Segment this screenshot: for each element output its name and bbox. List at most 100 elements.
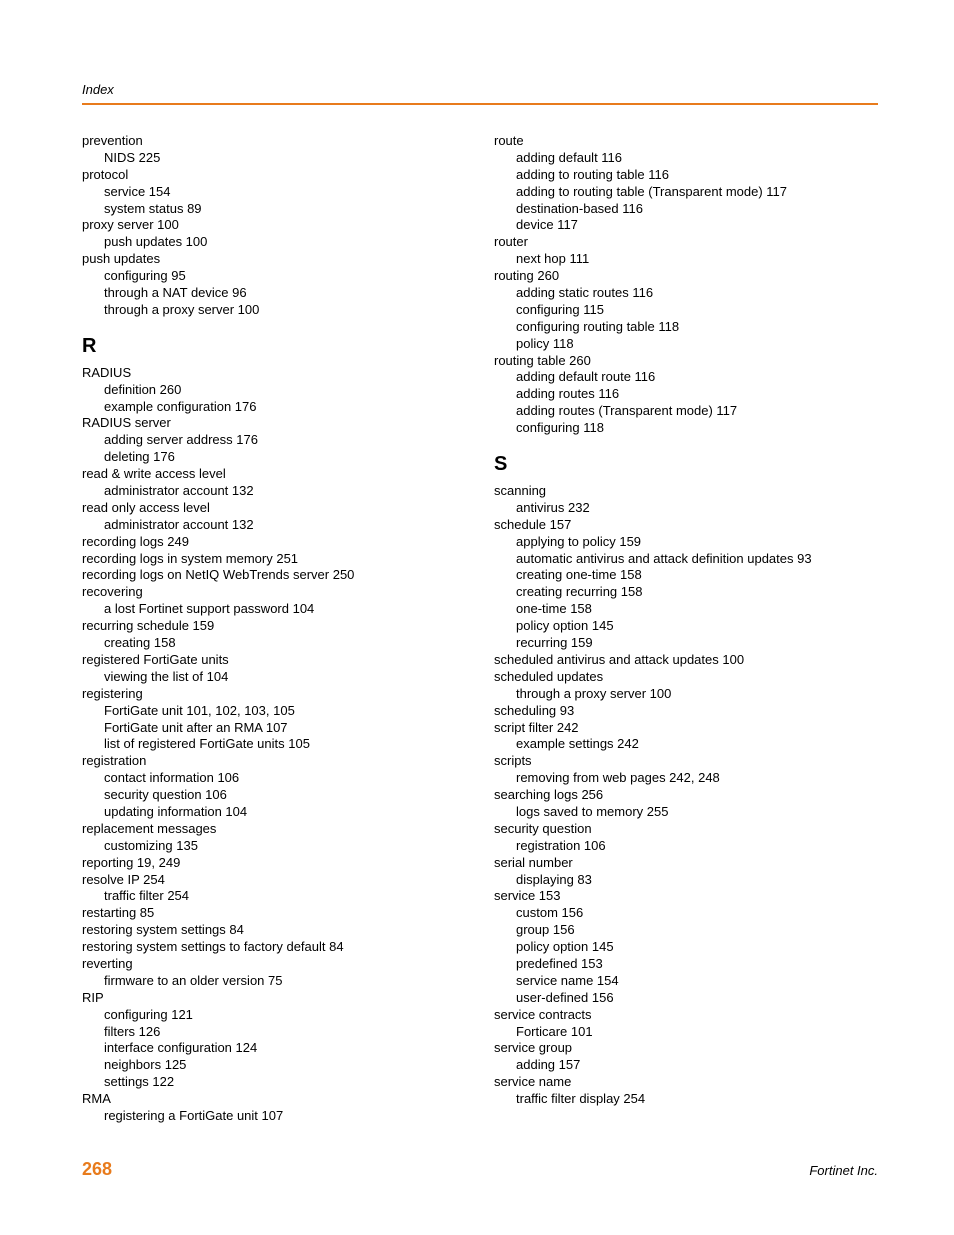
index-entry: router: [494, 234, 878, 251]
index-subentry: antivirus 232: [494, 500, 878, 517]
index-entry: restarting 85: [82, 905, 466, 922]
index-subentry: service 154: [82, 184, 466, 201]
index-entry: recovering: [82, 584, 466, 601]
index-subentry: FortiGate unit 101, 102, 103, 105: [82, 703, 466, 720]
index-subentry: adding routes (Transparent mode) 117: [494, 403, 878, 420]
index-subentry: automatic antivirus and attack definitio…: [494, 551, 878, 568]
index-subentry: configuring 121: [82, 1007, 466, 1024]
index-subentry: Forticare 101: [494, 1024, 878, 1041]
left-column: preventionNIDS 225protocolservice 154sys…: [82, 133, 466, 1125]
index-subentry: updating information 104: [82, 804, 466, 821]
header-rule: [82, 103, 878, 105]
index-subentry: through a proxy server 100: [494, 686, 878, 703]
page-number: 268: [82, 1159, 112, 1180]
index-entry: recording logs on NetIQ WebTrends server…: [82, 567, 466, 584]
index-subentry: adding default route 116: [494, 369, 878, 386]
index-subentry: customizing 135: [82, 838, 466, 855]
index-subentry: traffic filter display 254: [494, 1091, 878, 1108]
section-letter: R: [82, 333, 466, 359]
index-entry: service contracts: [494, 1007, 878, 1024]
index-subentry: deleting 176: [82, 449, 466, 466]
index-subentry: system status 89: [82, 201, 466, 218]
index-subentry: group 156: [494, 922, 878, 939]
index-entry: push updates: [82, 251, 466, 268]
index-subentry: push updates 100: [82, 234, 466, 251]
index-subentry: contact information 106: [82, 770, 466, 787]
index-subentry: example configuration 176: [82, 399, 466, 416]
right-column: routeadding default 116adding to routing…: [494, 133, 878, 1125]
index-subentry: configuring routing table 118: [494, 319, 878, 336]
index-subentry: creating one-time 158: [494, 567, 878, 584]
index-subentry: policy 118: [494, 336, 878, 353]
index-subentry: through a proxy server 100: [82, 302, 466, 319]
footer: 268 Fortinet Inc.: [82, 1159, 878, 1180]
index-subentry: adding to routing table 116: [494, 167, 878, 184]
index-subentry: administrator account 132: [82, 483, 466, 500]
index-entry: schedule 157: [494, 517, 878, 534]
index-entry: RIP: [82, 990, 466, 1007]
index-entry: RADIUS server: [82, 415, 466, 432]
index-subentry: destination-based 116: [494, 201, 878, 218]
index-entry: prevention: [82, 133, 466, 150]
index-subentry: creating 158: [82, 635, 466, 652]
index-entry: service 153: [494, 888, 878, 905]
index-entry: recording logs in system memory 251: [82, 551, 466, 568]
index-entry: scheduling 93: [494, 703, 878, 720]
index-entry: service group: [494, 1040, 878, 1057]
index-entry: serial number: [494, 855, 878, 872]
index-subentry: configuring 95: [82, 268, 466, 285]
index-subentry: filters 126: [82, 1024, 466, 1041]
index-subentry: applying to policy 159: [494, 534, 878, 551]
index-entry: recording logs 249: [82, 534, 466, 551]
index-subentry: removing from web pages 242, 248: [494, 770, 878, 787]
index-subentry: user-defined 156: [494, 990, 878, 1007]
index-subentry: predefined 153: [494, 956, 878, 973]
index-subentry: security question 106: [82, 787, 466, 804]
index-entry: route: [494, 133, 878, 150]
index-entry: script filter 242: [494, 720, 878, 737]
index-subentry: service name 154: [494, 973, 878, 990]
index-entry: registering: [82, 686, 466, 703]
index-entry: registered FortiGate units: [82, 652, 466, 669]
index-entry: scheduled updates: [494, 669, 878, 686]
company-name: Fortinet Inc.: [809, 1163, 878, 1178]
index-subentry: displaying 83: [494, 872, 878, 889]
index-subentry: registration 106: [494, 838, 878, 855]
index-entry: reverting: [82, 956, 466, 973]
index-entry: RMA: [82, 1091, 466, 1108]
page: Index preventionNIDS 225protocolservice …: [0, 0, 954, 1220]
index-subentry: definition 260: [82, 382, 466, 399]
index-subentry: registering a FortiGate unit 107: [82, 1108, 466, 1125]
index-entry: read & write access level: [82, 466, 466, 483]
index-entry: routing 260: [494, 268, 878, 285]
index-subentry: adding routes 116: [494, 386, 878, 403]
index-subentry: NIDS 225: [82, 150, 466, 167]
index-entry: restoring system settings to factory def…: [82, 939, 466, 956]
index-entry: searching logs 256: [494, 787, 878, 804]
index-subentry: firmware to an older version 75: [82, 973, 466, 990]
index-subentry: administrator account 132: [82, 517, 466, 534]
index-subentry: creating recurring 158: [494, 584, 878, 601]
index-subentry: neighbors 125: [82, 1057, 466, 1074]
index-subentry: custom 156: [494, 905, 878, 922]
index-subentry: recurring 159: [494, 635, 878, 652]
index-entry: service name: [494, 1074, 878, 1091]
index-entry: restoring system settings 84: [82, 922, 466, 939]
index-subentry: adding 157: [494, 1057, 878, 1074]
index-subentry: one-time 158: [494, 601, 878, 618]
index-subentry: policy option 145: [494, 939, 878, 956]
index-subentry: configuring 118: [494, 420, 878, 437]
index-entry: scripts: [494, 753, 878, 770]
index-entry: recurring schedule 159: [82, 618, 466, 635]
index-entry: scheduled antivirus and attack updates 1…: [494, 652, 878, 669]
section-header: Index: [82, 82, 878, 97]
index-subentry: list of registered FortiGate units 105: [82, 736, 466, 753]
index-columns: preventionNIDS 225protocolservice 154sys…: [82, 133, 878, 1125]
index-subentry: configuring 115: [494, 302, 878, 319]
index-subentry: settings 122: [82, 1074, 466, 1091]
index-entry: resolve IP 254: [82, 872, 466, 889]
index-entry: security question: [494, 821, 878, 838]
index-subentry: through a NAT device 96: [82, 285, 466, 302]
index-entry: RADIUS: [82, 365, 466, 382]
index-subentry: adding static routes 116: [494, 285, 878, 302]
